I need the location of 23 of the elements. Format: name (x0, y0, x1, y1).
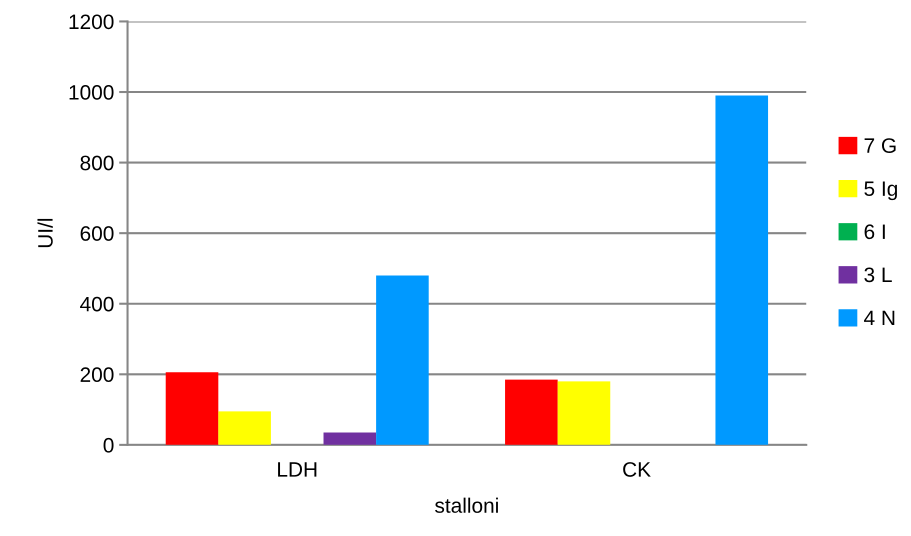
legend-label: 4 N (864, 310, 894, 326)
bar (166, 372, 218, 445)
y-tick-label: 600 (80, 226, 114, 241)
bar (218, 411, 271, 445)
legend-label: 6 I (864, 224, 885, 240)
legend-label: 3 L (864, 267, 892, 282)
bar (324, 432, 376, 445)
bar (715, 96, 768, 445)
y-tick-label: 400 (80, 296, 114, 312)
legend-label: 5 Ig (864, 182, 897, 200)
legend-label: 7 G (864, 138, 896, 153)
x-axis-title: stalloni (435, 498, 498, 513)
bar (558, 381, 610, 445)
x-tick-label: LDH (278, 462, 316, 477)
bar (505, 380, 558, 445)
y-tick-label: 200 (80, 367, 114, 382)
y-tick-label: 800 (80, 156, 114, 170)
x-tick-label: CK (623, 462, 651, 477)
y-tick-label: 1000 (70, 85, 114, 100)
bar (376, 276, 429, 445)
y-axis-title: UI/l (37, 218, 53, 248)
y-tick-label: 1200 (70, 14, 114, 30)
y-tick-label: 0 (104, 438, 114, 453)
